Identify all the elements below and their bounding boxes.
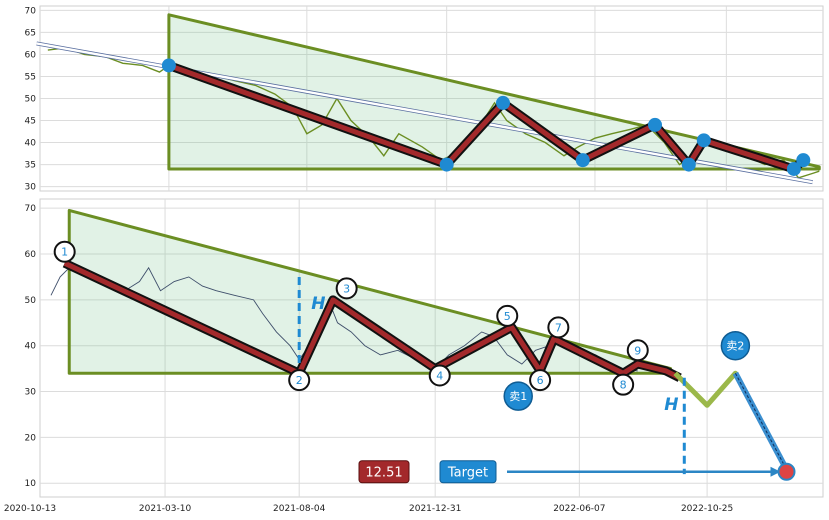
marker-circle (496, 304, 519, 327)
y-tick-label: 55 (25, 72, 36, 82)
pattern-point (575, 153, 590, 168)
plot-frame (39, 198, 824, 498)
pattern-point (495, 95, 510, 110)
y-tick-label: 50 (25, 95, 37, 105)
marker-label: 1 (61, 246, 68, 259)
marker-circle (428, 364, 451, 387)
x-tick-label: 2021-08-04 (273, 504, 326, 514)
marker-circle (53, 240, 76, 263)
target-badge (439, 460, 497, 484)
target-value: 12.51 (365, 466, 402, 481)
y-tick-label: 50 (25, 296, 37, 306)
marker-circle (547, 316, 570, 339)
y-tick-label: 30 (25, 183, 37, 193)
pattern-point (786, 161, 801, 176)
panel-top: 30 35 40 45 50 55 60 65 70 (25, 5, 824, 193)
y-tick-label: 20 (25, 433, 37, 443)
y-tick-label: 30 (25, 388, 37, 398)
target-value-badge (358, 460, 410, 484)
pattern-point (439, 157, 454, 172)
y-tick-label: 35 (25, 161, 36, 171)
y-tick-label: 70 (25, 204, 37, 214)
y-tick-label: 70 (25, 6, 37, 16)
marker-label: 6 (537, 374, 544, 387)
sell-point (503, 381, 533, 411)
h-label: H (311, 294, 325, 314)
x-tick-label: 2021-03-10 (139, 504, 192, 514)
marker-circle (612, 373, 635, 396)
y-tick-label: 40 (25, 342, 37, 352)
marker-label: 9 (634, 344, 641, 357)
sell-label: 卖1 (509, 390, 527, 403)
marker-circle (335, 277, 358, 300)
forecast-tail-dash (734, 372, 787, 470)
target-point (777, 462, 796, 481)
panel-bottom: 10 20 30 40 50 60 70 2020-10-13 2021-03-10 2021-0… (4, 198, 824, 514)
marker-label: 2 (296, 374, 303, 387)
marker-label: 4 (436, 370, 443, 383)
target-arrow (770, 466, 781, 477)
y-tick-label: 65 (25, 28, 36, 38)
marker-label: 5 (504, 310, 511, 323)
y-tick-label: 60 (25, 250, 37, 260)
marker-label: 3 (343, 282, 350, 295)
x-tick-label: 2021-12-31 (409, 504, 461, 514)
marker-circle (529, 369, 552, 392)
pattern-point (681, 157, 696, 172)
sell-label: 卖2 (726, 340, 744, 353)
marker-circle (288, 369, 311, 392)
pattern-point (696, 133, 711, 148)
h-label: H (664, 395, 678, 415)
x-tick-label: 2022-10-25 (681, 504, 733, 514)
y-tick-label: 10 (25, 479, 37, 489)
pattern-point (796, 153, 811, 168)
sell-point (720, 330, 751, 361)
x-tick-label: 2020-10-13 (4, 504, 56, 514)
x-tick-label: 2022-06-07 (553, 504, 605, 514)
marker-circle (626, 339, 649, 362)
target-label: Target (447, 466, 488, 481)
marker-label: 8 (620, 379, 627, 392)
y-tick-label: 45 (25, 117, 36, 127)
y-tick-label: 60 (25, 50, 37, 60)
y-tick-label: 40 (25, 139, 37, 149)
marker-label: 7 (555, 321, 562, 334)
pattern-point (161, 58, 176, 73)
pattern-point (648, 117, 663, 132)
